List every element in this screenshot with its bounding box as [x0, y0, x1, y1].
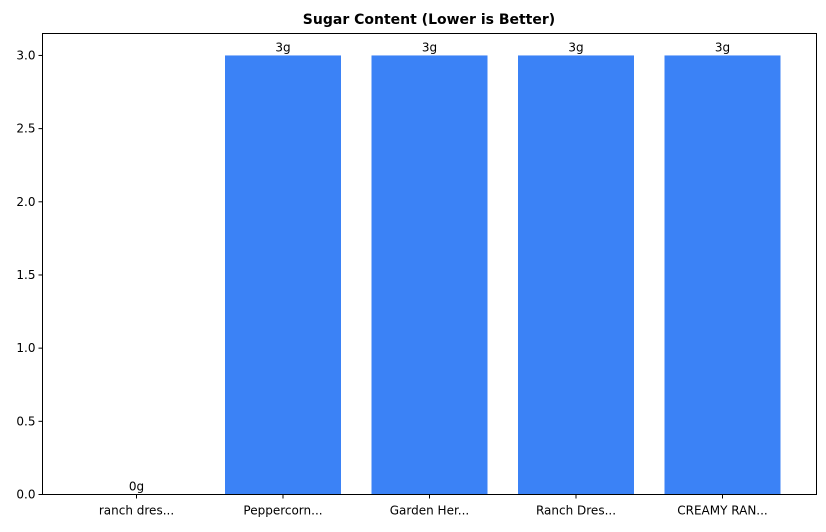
bar [371, 55, 488, 495]
data-label: 3g [275, 40, 290, 54]
x-tick-label: ranch dres... [99, 504, 174, 518]
data-label: 3g [422, 40, 437, 54]
y-tick-label: 3.0 [16, 48, 35, 62]
y-tick-label: 2.0 [16, 195, 35, 209]
y-tick-label: 1.0 [16, 341, 35, 355]
bar [518, 55, 634, 495]
x-tick-label: CREAMY RAN... [677, 504, 768, 518]
y-tick-label: 2.5 [16, 122, 35, 136]
data-label: 3g [568, 40, 583, 54]
chart-title: Sugar Content (Lower is Better) [303, 12, 555, 28]
bar [225, 55, 341, 495]
bar [664, 55, 781, 495]
data-label: 3g [715, 40, 730, 54]
plot-frame [42, 33, 817, 495]
y-tick-label: 1.5 [16, 268, 35, 282]
y-tick-label: 0.0 [16, 488, 35, 502]
x-tick-label: Ranch Dres... [536, 504, 616, 518]
x-tick-label: Peppercorn... [243, 504, 322, 518]
y-tick-label: 0.5 [16, 414, 35, 428]
data-label: 0g [129, 480, 144, 494]
x-tick-label: Garden Her... [390, 504, 469, 518]
